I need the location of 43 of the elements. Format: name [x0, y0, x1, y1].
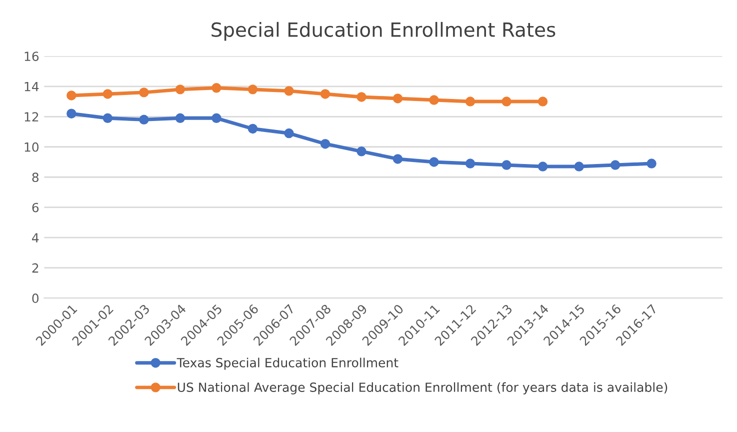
point — [320, 138, 330, 149]
point — [212, 113, 222, 124]
y-tick-label: 0 — [32, 294, 39, 304]
y-tick-label: 10 — [24, 142, 39, 152]
point — [429, 95, 439, 105]
point — [284, 128, 294, 138]
point — [356, 92, 366, 102]
point — [392, 94, 403, 104]
point — [429, 157, 439, 167]
point — [320, 89, 330, 99]
y-tick-label: 6 — [32, 202, 39, 212]
point — [610, 160, 620, 170]
legend-label: Texas Special Education Enrollment — [176, 358, 398, 370]
chart-title: Special Education Enrollment Rates — [212, 22, 556, 41]
legend-label: US National Average Special Education Enrollment (for years data is available) — [178, 382, 668, 394]
y-tick-label: 4 — [32, 233, 39, 242]
point — [66, 108, 76, 118]
point — [538, 96, 548, 106]
point — [102, 89, 113, 99]
y-tick-label: 8 — [32, 172, 39, 182]
point — [502, 96, 512, 106]
point — [465, 158, 476, 168]
point — [465, 96, 476, 106]
point — [356, 146, 366, 156]
point — [248, 84, 258, 94]
point — [139, 114, 149, 125]
point — [175, 113, 186, 124]
point — [574, 162, 584, 172]
point — [66, 90, 76, 100]
y-tick-label: 2 — [32, 263, 38, 273]
point — [392, 154, 403, 164]
point — [538, 162, 548, 172]
point — [102, 113, 113, 124]
point — [248, 124, 258, 134]
point — [212, 83, 222, 93]
point — [646, 158, 656, 168]
point — [284, 86, 294, 96]
point — [139, 88, 149, 98]
point — [175, 84, 186, 94]
y-tick-label: 16 — [24, 52, 39, 62]
point — [502, 160, 512, 170]
y-tick-label: 12 — [24, 112, 38, 122]
y-tick-label: 14 — [24, 82, 39, 92]
